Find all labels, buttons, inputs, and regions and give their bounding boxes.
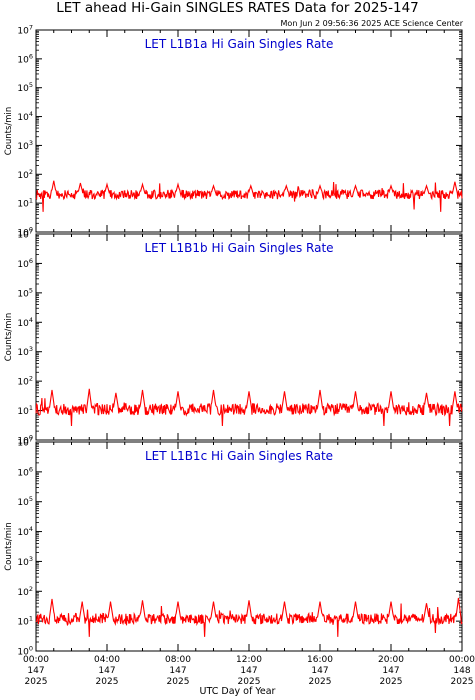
y-tick-label: 101 bbox=[17, 615, 33, 628]
y-tick-label: 105 bbox=[17, 81, 33, 94]
y-tick-label: 103 bbox=[17, 345, 33, 358]
x-tick-label: 00:00 bbox=[23, 655, 49, 665]
x-tick-label: 2025 bbox=[96, 677, 119, 687]
x-axis-label: UTC Day of Year bbox=[199, 686, 276, 697]
y-tick-label: 100 bbox=[17, 434, 33, 447]
x-tick-label: 12:00 bbox=[236, 655, 262, 665]
y-tick-label: 105 bbox=[17, 286, 33, 299]
rate-series-line bbox=[35, 597, 463, 637]
y-tick-label: 107 bbox=[17, 24, 33, 37]
y-tick-label: 106 bbox=[17, 257, 33, 270]
x-tick-label: 147 bbox=[98, 666, 115, 676]
y-axis-label: Counts/min bbox=[4, 522, 14, 571]
x-tick-label: 148 bbox=[453, 666, 470, 676]
y-axis-label: Counts/min bbox=[4, 313, 14, 362]
x-tick-label: 147 bbox=[311, 666, 328, 676]
x-tick-label: 08:00 bbox=[165, 655, 191, 665]
y-tick-label: 103 bbox=[17, 555, 33, 568]
y-tick-label: 102 bbox=[17, 585, 33, 598]
y-tick-label: 106 bbox=[17, 52, 33, 65]
page-title: LET ahead Hi-Gain SINGLES RATES Data for… bbox=[56, 0, 419, 16]
panel-title: LET L1B1b Hi Gain Singles Rate bbox=[144, 241, 333, 255]
x-tick-label: 147 bbox=[240, 666, 257, 676]
panel-title: LET L1B1c Hi Gain Singles Rate bbox=[145, 449, 333, 463]
x-tick-label: 16:00 bbox=[307, 655, 333, 665]
chart-panel-3: 100 101 102 103 104 105 106 107 Counts/min LET L1… bbox=[4, 436, 463, 658]
x-tick-label: 2025 bbox=[451, 677, 474, 687]
y-axis-label: Counts/min bbox=[4, 107, 14, 156]
y-tick-label: 104 bbox=[17, 110, 33, 123]
rate-series-line bbox=[35, 388, 463, 427]
x-tick-label: 2025 bbox=[380, 677, 403, 687]
x-tick-label: 04:00 bbox=[94, 655, 120, 665]
y-tick-label: 104 bbox=[17, 525, 33, 538]
x-tick-label: 147 bbox=[27, 666, 44, 676]
y-tick-label: 100 bbox=[17, 645, 33, 658]
x-tick-label: 2025 bbox=[25, 677, 48, 687]
y-tick-label: 105 bbox=[17, 495, 33, 508]
y-tick-label: 103 bbox=[17, 139, 33, 152]
y-tick-label: 106 bbox=[17, 465, 33, 478]
y-tick-label: 104 bbox=[17, 316, 33, 329]
x-tick-label: 2025 bbox=[309, 677, 332, 687]
timestamp: Mon Jun 2 09:56:36 2025 ACE Science Cent… bbox=[280, 19, 463, 28]
y-tick-label: 102 bbox=[17, 375, 33, 388]
rate-series-line bbox=[35, 180, 463, 212]
y-tick-label: 101 bbox=[17, 197, 33, 210]
y-tick-label: 101 bbox=[17, 404, 33, 417]
plot-frame bbox=[35, 29, 463, 233]
x-tick-label: 147 bbox=[382, 666, 399, 676]
chart-panel-2: 100 101 102 103 104 105 106 107 Counts/min LET L1… bbox=[4, 228, 463, 447]
x-tick-label: 2025 bbox=[238, 677, 261, 687]
y-tick-label: 107 bbox=[17, 436, 33, 449]
x-tick-label: 2025 bbox=[167, 677, 190, 687]
y-tick-label: 107 bbox=[17, 228, 33, 241]
chart-panel-1: 100 101 102 103 104 105 106 107 Counts/min LET L1… bbox=[4, 24, 463, 239]
x-tick-label: 147 bbox=[169, 666, 186, 676]
y-tick-label: 100 bbox=[17, 226, 33, 239]
panel-title: LET L1B1a Hi Gain Singles Rate bbox=[145, 37, 334, 51]
x-tick-label: 00:00 bbox=[449, 655, 475, 665]
y-tick-label: 102 bbox=[17, 168, 33, 181]
x-tick-label: 20:00 bbox=[378, 655, 404, 665]
